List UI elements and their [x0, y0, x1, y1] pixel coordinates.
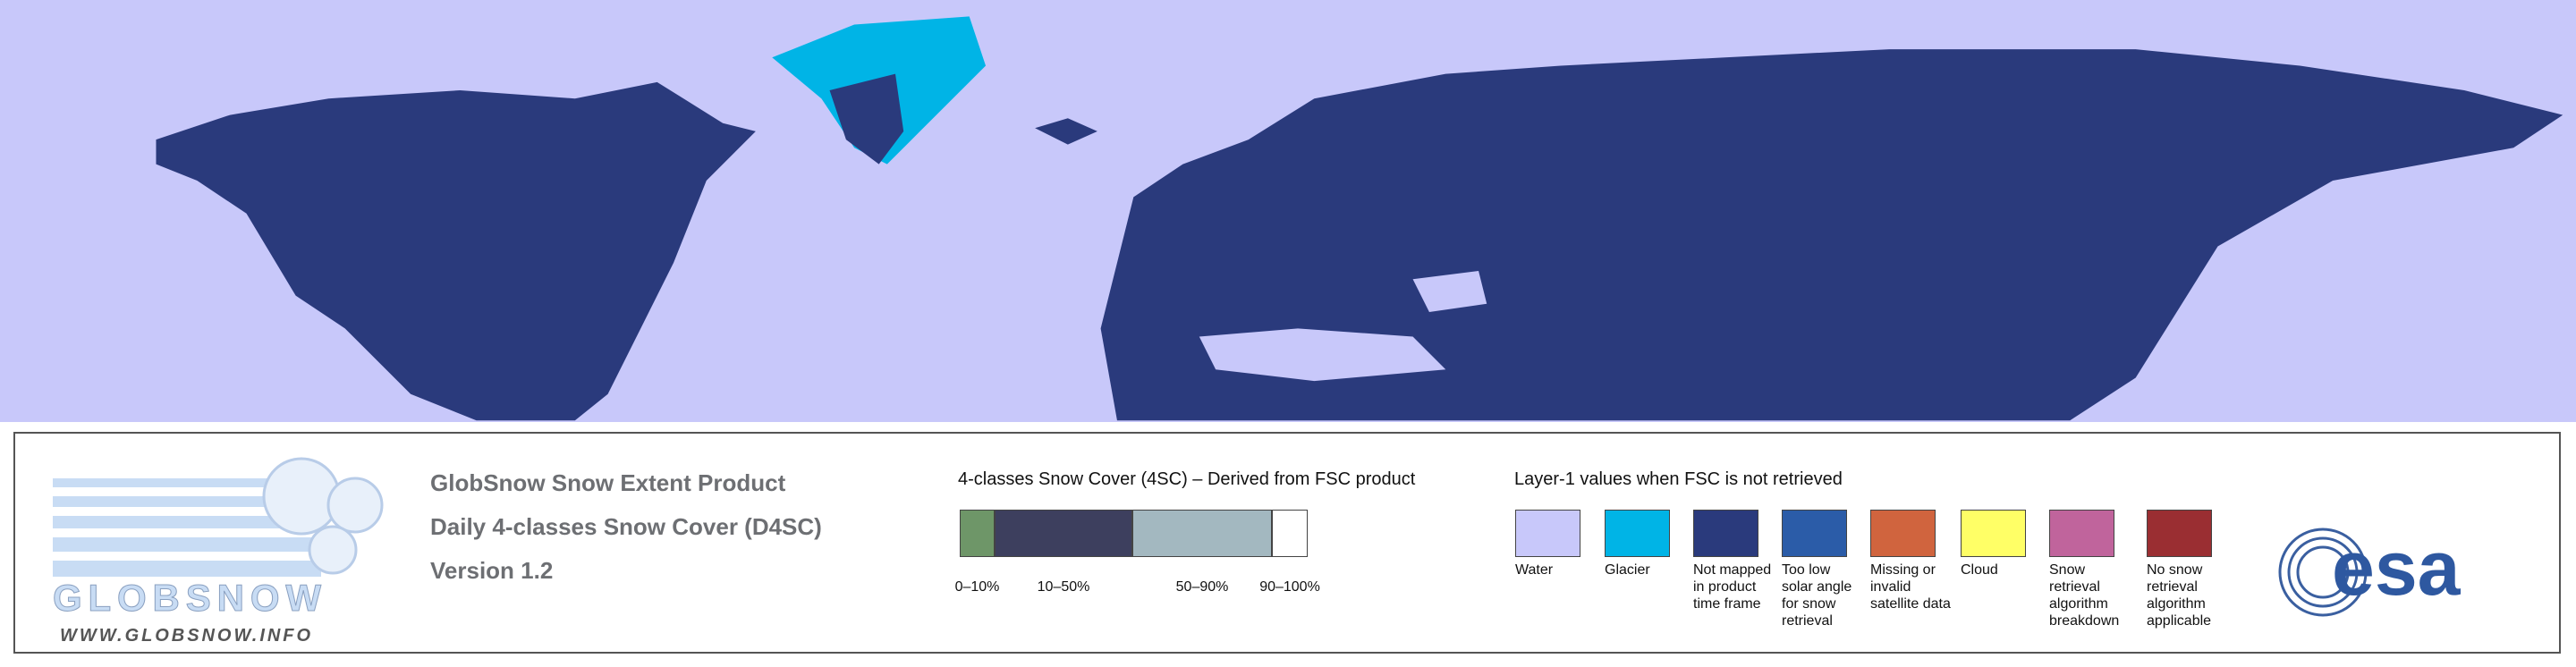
- snow-legend-title: 4-classes Snow Cover (4SC) – Derived fro…: [958, 469, 1416, 489]
- item-label: Water: [1515, 562, 1554, 578]
- item-swatch: [2147, 510, 2212, 557]
- item-swatch: [1693, 510, 1758, 557]
- header-line: GlobSnow Snow Extent Product: [430, 469, 786, 496]
- class-label: 0–10%: [954, 579, 1000, 595]
- item-swatch: [1782, 510, 1847, 557]
- item-label: Cloud: [1961, 562, 1998, 578]
- item-label: Not mapped in product time frame: [1693, 562, 1772, 612]
- esa-logo: esa: [2278, 526, 2462, 617]
- item-swatch: [1515, 510, 1580, 557]
- class-swatch: [995, 510, 1132, 557]
- item-swatch: [1870, 510, 1936, 557]
- item-swatch: [1961, 510, 2026, 557]
- esa-name: esa: [2332, 526, 2462, 612]
- class-label: 50–90%: [1175, 579, 1229, 595]
- class-label: 10–50%: [1037, 579, 1090, 595]
- item-label: Snow retrieval algorithm breakdown: [2049, 562, 2120, 629]
- snow-map: [0, 0, 2576, 422]
- item-label: Glacier: [1605, 562, 1650, 578]
- item-label: Missing or invalid satellite data: [1870, 562, 1951, 612]
- logo-name: GLOBSNOW: [53, 577, 321, 619]
- item-label: No snow retrieval algorithm applicable: [2147, 562, 2212, 629]
- globsnow-logo: GLOBSNOW WWW.GLOBSNOW.INFO: [53, 457, 384, 646]
- class-swatch: [1272, 510, 1308, 557]
- header-line: Version 1.2: [430, 557, 554, 584]
- item-label: Too low solar angle for snow retrieval: [1782, 562, 1852, 629]
- class-swatch: [1132, 510, 1272, 557]
- item-swatch: [1605, 510, 1670, 557]
- land: [156, 16, 2563, 421]
- class-swatch: [960, 510, 995, 557]
- header-line: Daily 4-classes Snow Cover (D4SC): [430, 513, 822, 540]
- item-swatch: [2049, 510, 2114, 557]
- logo-url: WWW.GLOBSNOW.INFO: [60, 626, 310, 646]
- class-label: 90–100%: [1259, 579, 1320, 595]
- layer-legend-title: Layer-1 values when FSC is not retrieved: [1514, 469, 1843, 489]
- legend-panel: GLOBSNOW WWW.GLOBSNOW.INFO GlobSnow Snow…: [13, 432, 2561, 654]
